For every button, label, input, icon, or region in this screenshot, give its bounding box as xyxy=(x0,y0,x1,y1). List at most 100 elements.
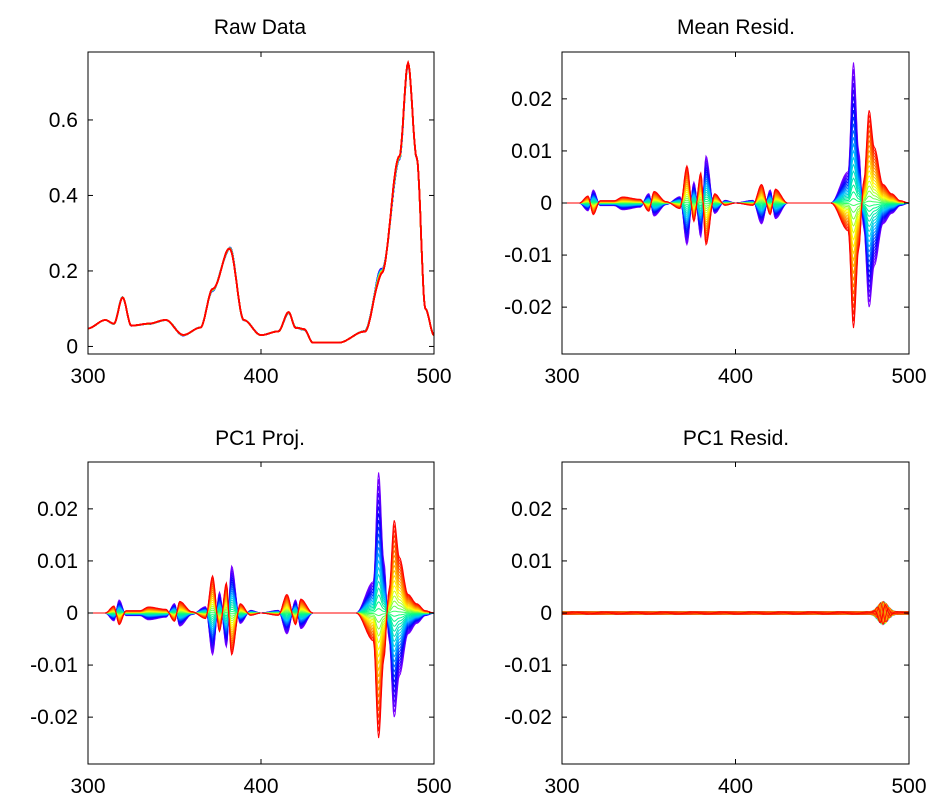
raw-data-x-tick-label: 400 xyxy=(243,365,278,388)
raw-data-series-line xyxy=(88,61,434,344)
raw-data-series-line xyxy=(88,61,434,344)
raw-data-series-line xyxy=(88,60,434,344)
mean-resid-y-tick-label: 0.02 xyxy=(511,88,552,111)
raw-data-series-line xyxy=(88,60,434,344)
mean-resid-y-tick-label: -0.01 xyxy=(504,244,552,267)
raw-data-series-line xyxy=(88,60,434,344)
raw-data-title: Raw Data xyxy=(214,16,307,39)
raw-data-series-line xyxy=(88,60,434,344)
pc1-resid-y-tick-label: 0 xyxy=(540,602,552,625)
pc1-resid-series-line xyxy=(562,606,909,625)
pc1-resid-y-tick-label: 0.01 xyxy=(511,550,552,573)
pc1-resid-series-line xyxy=(562,606,909,626)
raw-data-series-line xyxy=(88,60,434,344)
pc1-resid-series-line xyxy=(562,607,909,626)
raw-data-series-line xyxy=(88,61,434,344)
pc1-resid-series-line xyxy=(562,601,909,619)
raw-data-x-tick-label: 300 xyxy=(70,365,105,388)
raw-data-y-tick-label: 0 xyxy=(66,335,78,358)
pc1-proj-y-tick-label: 0.02 xyxy=(37,498,78,521)
pc1-resid-plot-frame xyxy=(561,461,910,765)
pc1-proj-y-tick-label: -0.02 xyxy=(30,706,78,729)
pc1-resid-series-line xyxy=(562,606,909,625)
pc1-resid-y-tick-label: 0.02 xyxy=(511,498,552,521)
raw-data-series-line xyxy=(88,60,434,344)
pc1-resid-series-line xyxy=(562,606,909,625)
pc1-proj-panel: PC1 Proj. 300 400 500 -0.02 -0.01 0 0.01 0.02 xyxy=(30,427,451,798)
raw-data-series-line xyxy=(88,60,434,344)
pc1-resid-title: PC1 Resid. xyxy=(683,427,789,450)
pc1-resid-y-tick-label: -0.02 xyxy=(504,706,552,729)
raw-data-series-line xyxy=(88,60,434,344)
pc1-resid-x-tick-label: 300 xyxy=(544,775,579,798)
raw-data-series-line xyxy=(88,60,434,344)
raw-data-series-line xyxy=(88,60,434,344)
raw-data-plot-frame xyxy=(87,51,435,355)
pc1-resid-series-line xyxy=(562,600,909,621)
pc1-proj-y-tick-label: 0.01 xyxy=(37,550,78,573)
raw-data-series-line xyxy=(88,60,434,344)
raw-data-series-line xyxy=(88,61,434,344)
pc1-proj-x-tick-label: 500 xyxy=(416,775,451,798)
pc1-resid-x-tick-label: 500 xyxy=(891,775,926,798)
raw-data-series-line xyxy=(88,60,434,344)
raw-data-y-tick-label: 0.2 xyxy=(49,260,78,283)
pc1-resid-series-line xyxy=(562,606,909,624)
pc1-proj-title: PC1 Proj. xyxy=(215,427,305,450)
mean-resid-plot-frame xyxy=(561,51,910,355)
raw-data-series-line xyxy=(88,60,434,344)
raw-data-series-line xyxy=(88,61,434,344)
raw-data-series-line xyxy=(88,60,434,344)
pc1-resid-series-line xyxy=(562,606,909,624)
pc1-resid-series-line xyxy=(562,602,909,620)
pc1-proj-x-tick-label: 400 xyxy=(243,775,278,798)
pc1-resid-series-line xyxy=(562,601,909,621)
pc1-resid-panel: PC1 Resid. 300 400 500 -0.02 -0.01 0 0.01 0.02 xyxy=(504,427,926,798)
mean-resid-x-tick-label: 500 xyxy=(891,365,926,388)
pc1-resid-series-line xyxy=(562,604,909,624)
mean-resid-x-tick-label: 300 xyxy=(544,365,579,388)
raw-data-series-line xyxy=(88,61,434,344)
raw-data-series-line xyxy=(88,60,434,344)
pc1-resid-x-tick-label: 400 xyxy=(718,775,753,798)
raw-data-x-tick-label: 500 xyxy=(416,365,451,388)
pc1-resid-y-tick-label: -0.01 xyxy=(504,654,552,677)
mean-resid-y-tick-label: 0.01 xyxy=(511,140,552,163)
pc1-proj-plot-frame xyxy=(87,461,435,765)
raw-data-series-line xyxy=(88,60,434,344)
pc1-proj-y-tick-label: -0.01 xyxy=(30,654,78,677)
pc1-resid-series-line xyxy=(562,601,909,619)
raw-data-series-line xyxy=(88,60,434,344)
raw-data-y-tick-label: 0.4 xyxy=(49,184,79,207)
mean-resid-title: Mean Resid. xyxy=(677,16,795,39)
raw-data-series-line xyxy=(88,60,434,344)
raw-data-series-line xyxy=(88,60,434,344)
mean-resid-panel: Mean Resid. 300 400 500 -0.02 -0.01 0 0.01 0.02 xyxy=(504,16,926,388)
raw-data-series-line xyxy=(88,61,434,344)
raw-data-series-line xyxy=(88,60,434,344)
pc1-resid-series-line xyxy=(562,602,909,623)
raw-data-series-line xyxy=(88,60,434,344)
pc1-proj-series-line xyxy=(88,520,434,739)
mean-resid-y-tick-label: 0 xyxy=(540,192,552,215)
raw-data-series-line xyxy=(88,60,434,344)
mean-resid-x-tick-label: 400 xyxy=(718,365,753,388)
raw-data-series-line xyxy=(88,60,434,344)
raw-data-y-tick-label: 0.6 xyxy=(49,109,78,132)
raw-data-series-line xyxy=(88,60,434,344)
pc1-resid-series-line xyxy=(562,601,909,620)
raw-data-series-line xyxy=(88,60,434,344)
pc1-proj-y-tick-label: 0 xyxy=(66,602,78,625)
raw-data-series-line xyxy=(88,61,434,344)
raw-data-series-line xyxy=(88,61,434,344)
raw-data-series-line xyxy=(88,60,434,344)
raw-data-series-line xyxy=(88,61,434,344)
mean-resid-y-tick-label: -0.02 xyxy=(504,296,552,319)
pc1-resid-series-line xyxy=(562,601,909,621)
pc1-proj-x-tick-label: 300 xyxy=(70,775,105,798)
mean-resid-series-line xyxy=(562,110,909,329)
raw-data-series-line xyxy=(88,61,434,344)
raw-data-series-line xyxy=(88,60,434,344)
raw-data-panel: Raw Data 300 400 500 0 0.2 0.4 0.6 xyxy=(49,16,452,388)
